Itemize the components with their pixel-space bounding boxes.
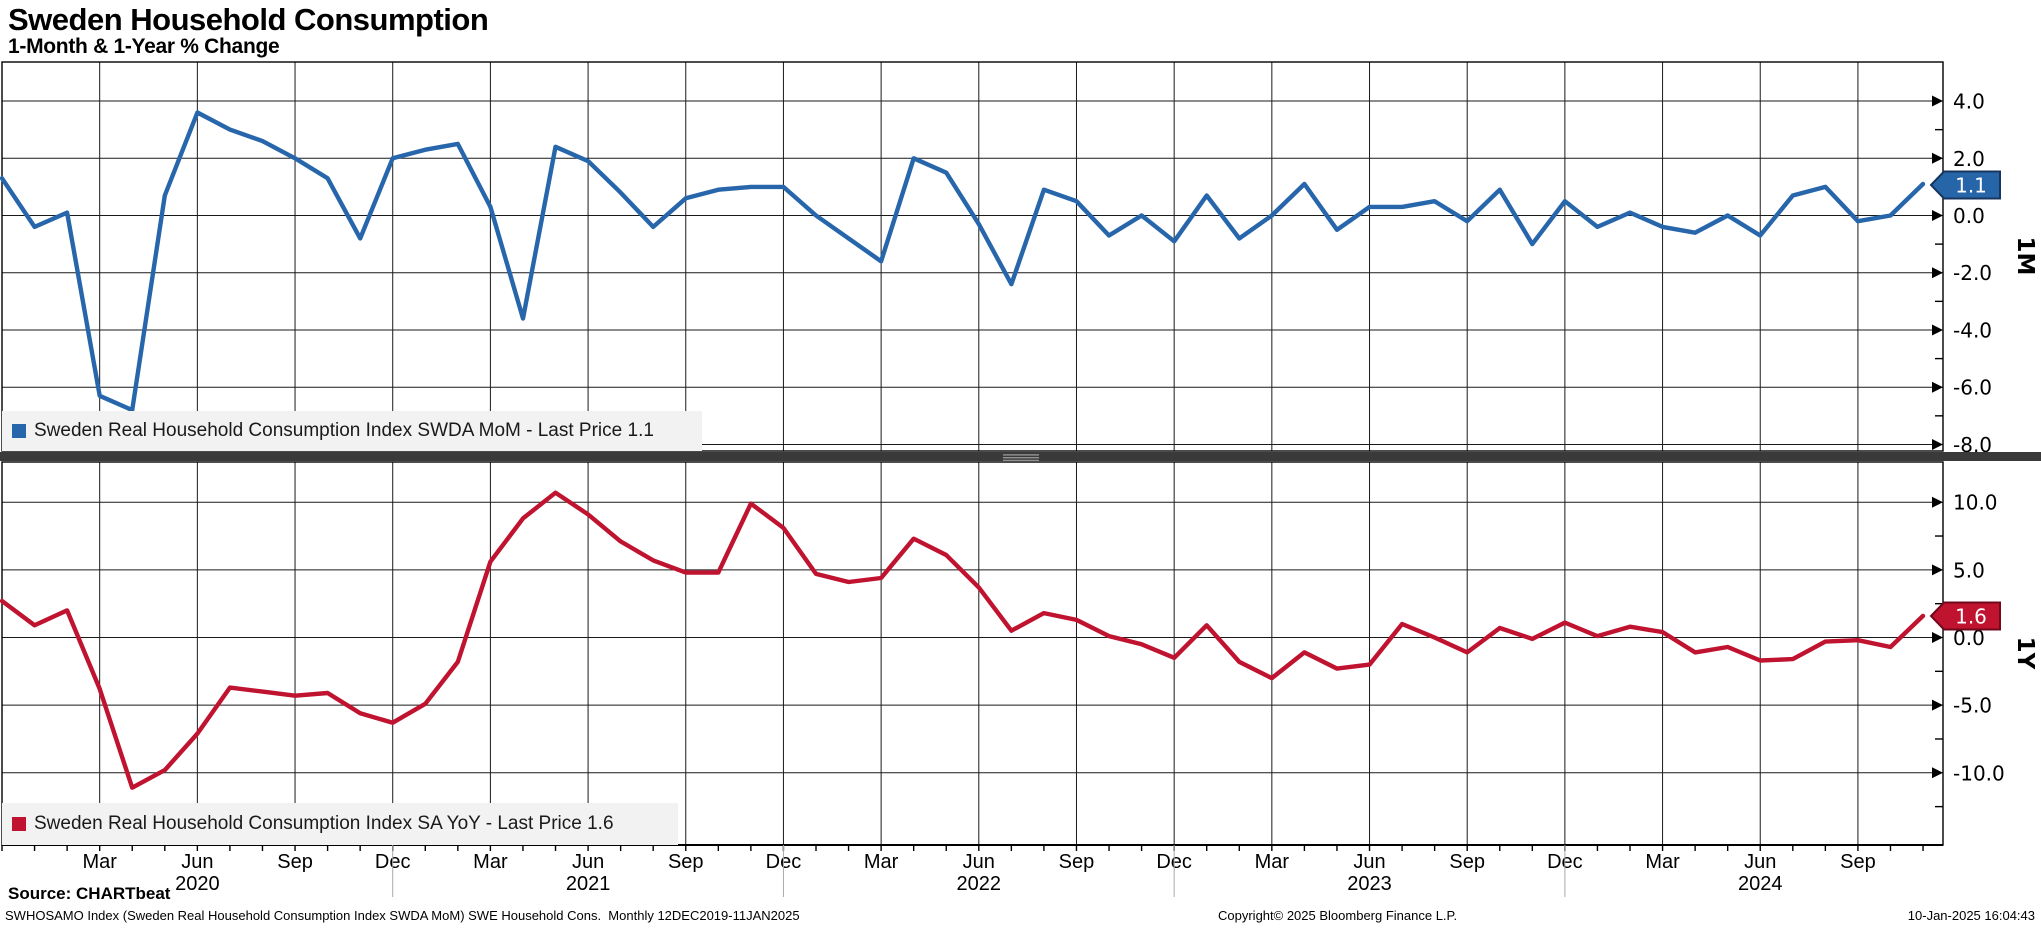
y-tick-arrow-icon <box>1932 267 1943 279</box>
x-quarter-label: Jun <box>572 851 604 873</box>
y-tick-label: 2.0 <box>1953 147 1985 171</box>
y-tick-arrow-icon <box>1932 767 1943 779</box>
y-tick-arrow-icon <box>1932 496 1943 508</box>
x-quarter-label: Mar <box>473 851 508 873</box>
legend-marker-1y-icon <box>12 817 26 831</box>
panel-divider[interactable] <box>0 452 2041 462</box>
top-plot-border <box>1 61 1944 452</box>
last-price-value-1m: 1.1 <box>1955 174 1987 198</box>
x-quarter-label: Mar <box>1255 851 1290 873</box>
y-tick-label: -6.0 <box>1953 376 1992 400</box>
page-subtitle: 1-Month & 1-Year % Change <box>8 35 280 58</box>
x-quarter-label: Sep <box>1449 851 1485 873</box>
x-year-label: 2021 <box>566 873 611 895</box>
plot-area-1m[interactable] <box>2 62 1943 451</box>
legend-label-1y: Sweden Real Household Consumption Index … <box>34 813 614 834</box>
last-price-badge-1m: 1.1 <box>1929 170 2001 200</box>
last-price-badge-1y: 1.6 <box>1929 601 2001 631</box>
footer-copyright: Copyright© 2025 Bloomberg Finance L.P. <box>1218 908 1458 923</box>
legend-1y[interactable]: Sweden Real Household Consumption Index … <box>2 803 678 845</box>
last-price-badge-1y-shape <box>1929 601 2001 631</box>
series-line-1y <box>0 490 1926 790</box>
x-year-label: 2023 <box>1347 873 1392 895</box>
plot-area-1y[interactable] <box>2 462 1943 845</box>
y-tick-label: 10.0 <box>1953 491 1998 515</box>
y-tick-label: -10.0 <box>1953 761 2005 785</box>
last-price-badge-1m-shape <box>1929 170 2001 200</box>
series-line-1m <box>0 110 1926 413</box>
x-quarter-label: Sep <box>1840 851 1876 873</box>
page-title: Sweden Household Consumption <box>8 2 489 37</box>
legend-label-1m: Sweden Real Household Consumption Index … <box>34 420 654 441</box>
y-axis-title-1m: 1M <box>2012 237 2038 276</box>
y-tick-arrow-icon <box>1932 152 1943 164</box>
y-axis-title-1y: 1Y <box>2012 637 2038 670</box>
y-tick-arrow-icon <box>1932 564 1943 576</box>
x-quarter-label: Jun <box>1353 851 1385 873</box>
divider-bar[interactable] <box>0 452 2041 461</box>
y-tick-arrow-icon <box>1932 699 1943 711</box>
last-price-value-1y: 1.6 <box>1955 605 1987 629</box>
divider-grip-icon[interactable] <box>1003 454 1039 462</box>
x-quarter-label: Mar <box>82 851 117 873</box>
y-tick-arrow-icon <box>1932 95 1943 107</box>
x-year-label: 2024 <box>1738 873 1783 895</box>
y-tick-label: -5.0 <box>1953 694 1992 718</box>
y-tick-label: -2.0 <box>1953 261 1992 285</box>
x-quarter-label: Mar <box>1645 851 1680 873</box>
plot-borders <box>1 61 1944 846</box>
legend-marker-1m-icon <box>12 424 26 438</box>
footer-source: Source: CHARTbeat <box>8 884 171 903</box>
x-year-label: 2022 <box>957 873 1002 895</box>
y-tick-label: 4.0 <box>1953 90 1985 114</box>
y-tick-arrow-icon <box>1932 438 1943 450</box>
y-tick-arrow-icon <box>1932 324 1943 336</box>
y-tick-label: 0.0 <box>1953 204 1985 228</box>
y-tick-arrow-icon <box>1932 210 1943 221</box>
y-tick-arrow-icon <box>1932 632 1943 643</box>
footer-description: SWHOSAMO Index (Sweden Real Household Co… <box>5 908 800 923</box>
y-tick-label: -4.0 <box>1953 318 1992 342</box>
x-quarter-label: Sep <box>1059 851 1095 873</box>
x-quarter-label: Mar <box>864 851 899 873</box>
x-year-label: 2020 <box>175 873 220 895</box>
legend-1m[interactable]: Sweden Real Household Consumption Index … <box>2 411 702 451</box>
y-tick-label: 5.0 <box>1953 558 1985 582</box>
x-quarter-label: Sep <box>668 851 704 873</box>
y-tick-arrow-icon <box>1932 381 1943 393</box>
x-quarter-label: Sep <box>277 851 313 873</box>
x-quarter-label: Jun <box>1744 851 1776 873</box>
x-quarter-label: Jun <box>963 851 995 873</box>
footer-datetime: 10-Jan-2025 16:04:43 <box>1907 908 2035 923</box>
axis-ticks-and-labels: 4.02.00.0-2.0-4.0-6.0-8.010.05.00.0-5.0-… <box>1 90 2005 897</box>
data-series <box>0 110 1926 790</box>
x-quarter-label: Jun <box>181 851 213 873</box>
